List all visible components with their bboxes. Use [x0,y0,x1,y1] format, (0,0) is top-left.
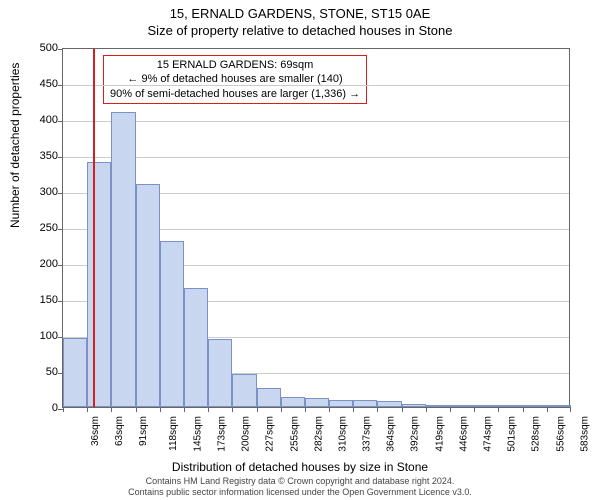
y-tick-label: 450 [18,78,58,90]
x-tick-label: 364sqm [386,416,397,452]
y-tick-label: 0 [18,402,58,414]
histogram-bar [305,398,329,407]
histogram-bar [450,405,474,407]
histogram-bar [547,405,571,407]
histogram-bar [87,162,111,407]
footer: Contains HM Land Registry data © Crown c… [0,476,600,498]
chart-subtitle: Size of property relative to detached ho… [0,23,600,38]
x-tick [136,407,137,412]
x-tick-label: 200sqm [241,416,252,452]
histogram-bar [63,338,87,407]
x-tick-label: 310sqm [337,416,348,452]
x-tick [305,407,306,412]
histogram-bar [329,400,353,407]
y-tick [58,265,63,266]
x-tick-label: 282sqm [313,416,324,452]
x-tick [281,407,282,412]
x-tick-label: 528sqm [531,416,542,452]
chart-title: 15, ERNALD GARDENS, STONE, ST15 0AE [0,6,600,21]
x-tick-label: 583sqm [579,416,590,452]
histogram-bar [160,241,184,407]
x-tick [160,407,161,412]
x-tick [523,407,524,412]
y-tick-label: 150 [18,294,58,306]
y-tick-label: 500 [18,42,58,54]
x-tick-label: 337sqm [362,416,373,452]
gridline [63,85,569,86]
x-tick-label: 36sqm [90,416,101,446]
x-tick [450,407,451,412]
x-tick [87,407,88,412]
property-marker-line [93,49,95,407]
y-tick-label: 100 [18,330,58,342]
annotation-line: 15 ERNALD GARDENS: 69sqm [110,58,360,72]
x-tick-label: 446sqm [458,416,469,452]
histogram-bar [257,388,281,407]
chart-plot-area: 15 ERNALD GARDENS: 69sqm← 9% of detached… [62,48,570,408]
histogram-bar [377,401,401,407]
x-tick [184,407,185,412]
y-tick-label: 50 [18,366,58,378]
gridline [63,157,569,158]
gridline [63,121,569,122]
y-tick-label: 300 [18,186,58,198]
annotation-line: 90% of semi-detached houses are larger (… [110,87,360,101]
histogram-bar [498,405,522,407]
histogram-bar [474,405,498,407]
x-tick [474,407,475,412]
x-tick [402,407,403,412]
histogram-bar [232,374,256,407]
histogram-bar [426,405,450,407]
x-tick-label: 392sqm [410,416,421,452]
x-tick [353,407,354,412]
footer-line-2: Contains public sector information licen… [0,487,600,498]
y-tick-label: 400 [18,114,58,126]
y-tick [58,121,63,122]
x-tick [547,407,548,412]
x-tick-label: 63sqm [114,416,125,446]
y-tick-label: 250 [18,222,58,234]
footer-line-1: Contains HM Land Registry data © Crown c… [0,476,600,487]
histogram-bar [111,112,135,407]
x-tick [257,407,258,412]
x-tick [377,407,378,412]
y-tick [58,49,63,50]
x-tick-label: 91sqm [138,416,149,446]
x-tick-label: 419sqm [434,416,445,452]
x-tick [426,407,427,412]
x-tick-label: 118sqm [167,416,178,451]
x-tick [329,407,330,412]
histogram-bar [208,339,232,407]
y-tick [58,301,63,302]
x-tick-label: 501sqm [507,416,518,452]
x-tick-label: 173sqm [217,416,228,452]
title-block: 15, ERNALD GARDENS, STONE, ST15 0AE Size… [0,0,600,38]
x-axis-label: Distribution of detached houses by size … [0,460,600,474]
histogram-bar [136,184,160,407]
x-tick [111,407,112,412]
annotation-box: 15 ERNALD GARDENS: 69sqm← 9% of detached… [103,55,367,104]
y-tick [58,229,63,230]
x-tick-label: 474sqm [483,416,494,452]
histogram-bar [184,288,208,407]
y-tick [58,85,63,86]
x-tick [498,407,499,412]
y-tick-label: 200 [18,258,58,270]
histogram-bar [523,405,547,407]
y-tick-label: 350 [18,150,58,162]
x-tick-label: 145sqm [192,416,203,452]
histogram-bar [353,400,377,407]
x-tick [232,407,233,412]
x-tick [63,407,64,412]
histogram-bar [281,397,305,407]
x-tick-label: 227sqm [265,416,276,452]
y-tick [58,193,63,194]
x-tick-label: 556sqm [555,416,566,452]
histogram-bar [402,404,426,407]
x-tick [570,407,571,412]
y-tick [58,157,63,158]
x-tick [208,407,209,412]
x-tick-label: 255sqm [289,416,300,452]
